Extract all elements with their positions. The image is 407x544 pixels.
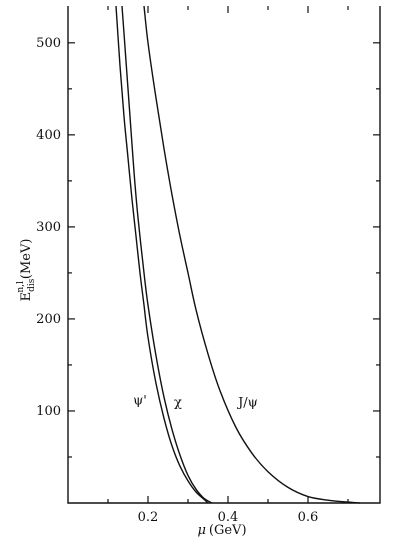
curve-labels: ψ' χ J/ψ	[133, 394, 258, 411]
series-label-1: χ	[174, 395, 182, 410]
y-tick-label: 400	[36, 128, 61, 143]
axis-ticks	[68, 6, 380, 503]
series-line-2	[143, 5, 361, 504]
x-axis-title-symbol: μ	[197, 523, 205, 538]
y-axis-title-base: E	[19, 292, 34, 302]
plot-frame	[67, 6, 381, 504]
y-tick-label: 100	[36, 404, 61, 419]
y-tick-label: 200	[36, 312, 61, 327]
y-axis-title-unit: (MeV)	[19, 239, 34, 280]
axes-box	[67, 6, 381, 504]
y-tick-label: 300	[36, 220, 61, 235]
series-line-0	[115, 5, 209, 504]
series-label-0: ψ'	[133, 394, 147, 409]
tick-labels: 0.2 0.4 0.6 100 200 300 400 500	[36, 36, 318, 525]
x-tick-label: 0.4	[218, 510, 239, 525]
x-tick-label: 0.6	[298, 510, 319, 525]
y-axis-title: Edisn,l(MeV)	[16, 239, 37, 302]
y-axis-title-sup: n,l	[16, 281, 26, 293]
series-line-1	[121, 5, 213, 504]
y-axis-title-sub: dis	[27, 278, 37, 292]
series-label-2: J/ψ	[236, 395, 258, 410]
x-axis-title-unit: (GeV)	[209, 523, 247, 538]
curves	[115, 5, 361, 504]
x-tick-label: 0.2	[138, 510, 159, 525]
y-tick-label: 500	[36, 36, 61, 51]
x-axis-title: μ (GeV)	[197, 523, 246, 538]
